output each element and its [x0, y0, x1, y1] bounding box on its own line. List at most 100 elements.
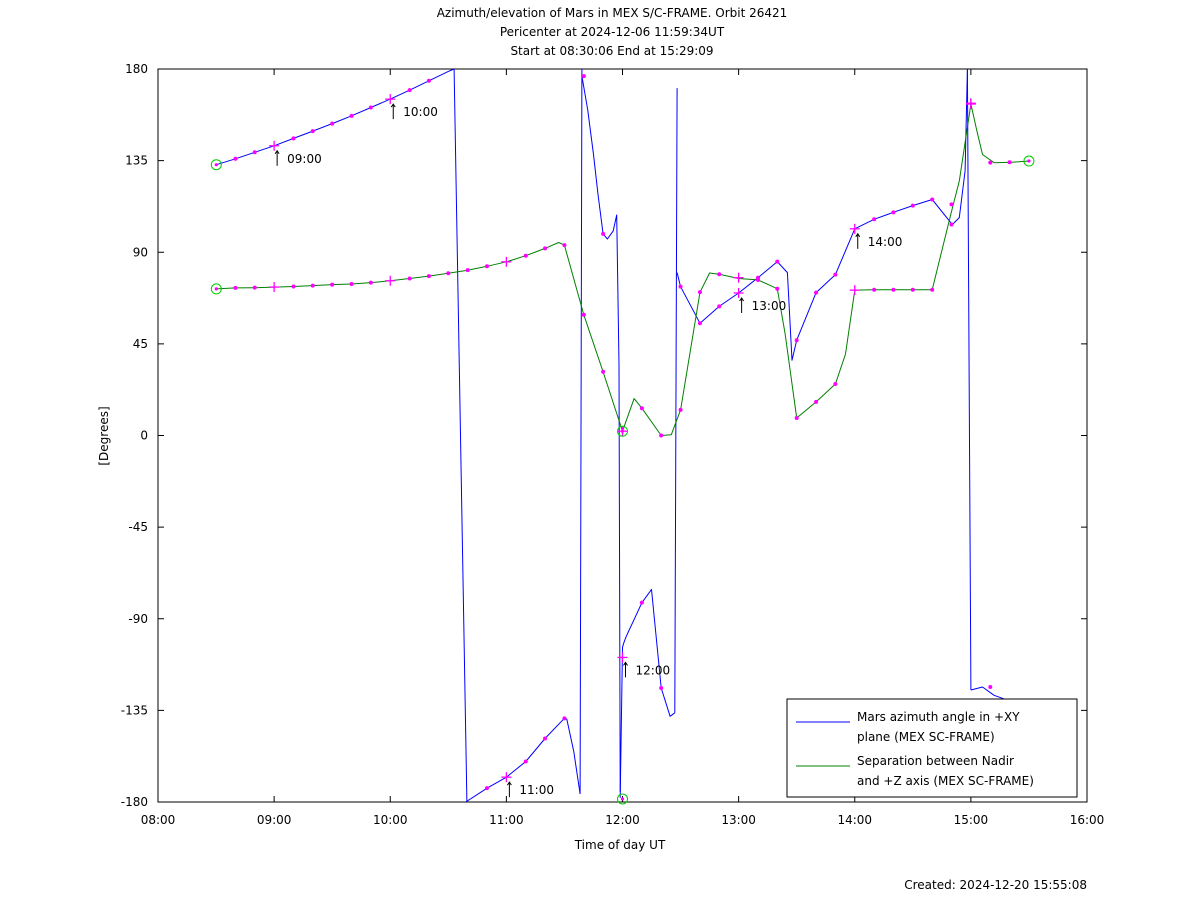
annotation-arrow-head [390, 103, 396, 108]
data-point-dot [1007, 160, 1012, 165]
data-point-dot [407, 276, 412, 281]
data-point-dot [678, 284, 683, 289]
annotation-arrow-head [274, 149, 280, 155]
data-point-dot [639, 600, 644, 605]
data-point-dot [252, 150, 257, 155]
x-tick-label: 10:00 [373, 813, 408, 827]
y-tick-label: 45 [133, 337, 148, 351]
annotation-time-label: 14:00 [868, 235, 903, 249]
x-tick-label: 09:00 [257, 813, 292, 827]
x-tick-label: 15:00 [954, 813, 989, 827]
data-point-dot [697, 321, 702, 326]
annotation-time-label: 09:00 [287, 152, 322, 166]
data-point-dot [639, 406, 644, 411]
data-point-dot [465, 268, 470, 273]
x-axis-label: Time of day UT [574, 838, 666, 852]
data-point-dot [775, 259, 780, 264]
azimuth-series-line [619, 588, 676, 798]
series-lines [216, 69, 1029, 802]
data-point-dot [233, 285, 238, 290]
data-point-dot [349, 282, 354, 287]
data-point-dot [601, 231, 606, 236]
data-point-dot [794, 338, 799, 343]
y-tick-label: 0 [140, 429, 148, 443]
data-point-dot [814, 290, 819, 295]
annotation-time-label: 13:00 [752, 299, 787, 313]
x-tick-label: 12:00 [605, 813, 640, 827]
data-point-dot [368, 280, 373, 285]
data-point-dot [756, 277, 761, 282]
y-tick-label: 180 [125, 62, 148, 76]
data-point-dot [601, 369, 606, 374]
data-point-dot [910, 287, 915, 292]
legend-label-separation-line-2: and +Z axis (MEX SC-FRAME) [857, 774, 1034, 788]
data-point-dot [949, 202, 954, 207]
x-tick-label: 14:00 [837, 813, 872, 827]
azimuth-series-line [216, 69, 455, 166]
y-tick-label: -45 [128, 520, 148, 534]
data-point-dot [543, 736, 548, 741]
data-point-dot [291, 136, 296, 141]
endpoint-dot [214, 287, 218, 291]
azimuth-series-line [966, 69, 972, 691]
chart-title-line-2: Pericenter at 2024-12-06 11:59:34UT [500, 25, 725, 39]
data-point-dot [659, 685, 664, 690]
markers [210, 74, 1035, 805]
annotation-arrow-head [506, 781, 512, 786]
x-tick-label: 08:00 [141, 813, 176, 827]
data-point-dot [426, 274, 431, 279]
endpoint-dot [620, 797, 625, 801]
legend-box [786, 698, 1078, 798]
data-point-dot [252, 285, 257, 290]
data-point-dot [368, 105, 373, 110]
axis-ticks: 08:00 09:00 10:00 11:00 12:00 13:00 14:00 15:00… [121, 62, 1105, 827]
chart-title-line-3: Start at 08:30:06 End at 15:29:09 [510, 44, 713, 58]
y-tick-label: 135 [125, 154, 148, 168]
y-tick-label: -90 [128, 612, 148, 626]
endpoint-dot [1027, 159, 1031, 163]
endpoint-dot [620, 429, 625, 433]
legend-label-azimuth-line-1: Mars azimuth angle in +XY [857, 710, 1020, 724]
data-point-dot [988, 684, 993, 689]
data-point-dot [484, 264, 489, 269]
legend-label-azimuth-line-2: plane (MEX SC-FRAME) [857, 730, 995, 744]
data-point-dot [581, 74, 586, 79]
annotation-arrow-head [623, 661, 628, 666]
data-point-dot [697, 290, 702, 295]
data-point-dot [833, 381, 838, 386]
data-point-dot [717, 304, 722, 309]
annotation-time-label: 12:00 [636, 663, 671, 677]
data-point-dot [581, 312, 586, 317]
data-point-dot [349, 113, 354, 118]
data-point-dot [659, 433, 664, 438]
data-point-dot [426, 78, 431, 83]
azimuth-series-line [453, 69, 468, 802]
data-point-dot [562, 243, 567, 248]
data-point-dot [930, 287, 935, 292]
legend-label-separation-line-1: Separation between Nadir [857, 754, 1014, 768]
y-tick-label: -180 [121, 795, 148, 809]
data-point-dot [891, 210, 896, 215]
data-point-dot [910, 203, 915, 208]
legend: Mars azimuth angle in +XY plane (MEX SC-… [786, 698, 1078, 798]
data-point-dot [775, 286, 780, 291]
data-point-dot [446, 271, 451, 276]
y-axis-label: [Degrees] [97, 406, 111, 465]
annotation-arrow-head [855, 232, 861, 238]
y-tick-label: -135 [121, 703, 148, 717]
data-point-dot [310, 129, 315, 134]
data-point-dot [407, 88, 412, 93]
data-point-dot [310, 283, 315, 288]
data-point-dot [484, 786, 489, 791]
annotation-arrow-head [739, 297, 745, 302]
data-point-dot [988, 160, 993, 165]
data-point-dot [523, 759, 528, 764]
data-point-dot [794, 415, 799, 420]
data-point-dot [543, 246, 548, 251]
annotation-time-label: 11:00 [519, 783, 554, 797]
data-point-dot [930, 197, 935, 202]
data-point-dot [949, 222, 954, 227]
endpoint-circle [210, 159, 222, 171]
x-tick-label: 13:00 [721, 813, 756, 827]
y-tick-label: 90 [133, 245, 148, 259]
